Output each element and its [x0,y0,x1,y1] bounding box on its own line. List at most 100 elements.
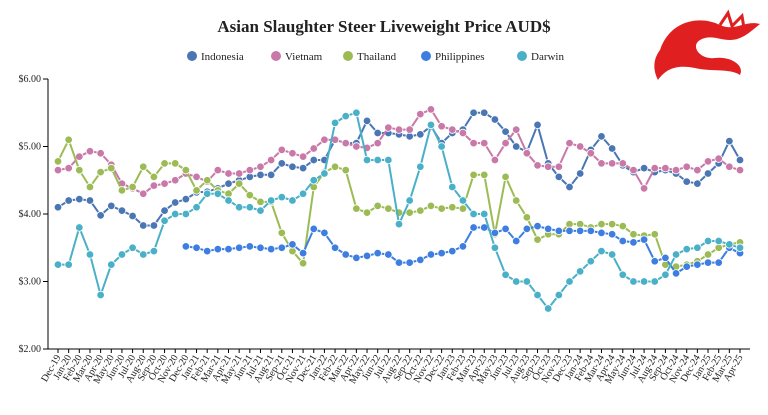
data-point [298,189,308,198]
data-point [160,159,169,168]
data-point [693,243,702,252]
data-point [64,135,73,144]
data-point [437,142,446,151]
data-point [149,246,159,256]
data-point [682,177,691,186]
series-line [57,108,741,195]
data-point [266,155,276,165]
data-point [373,248,382,258]
data-point [639,163,649,173]
data-point [512,196,521,205]
data-point [714,258,723,267]
data-point [416,255,425,265]
data-point [117,250,127,259]
data-point [224,244,233,254]
data-point [533,235,542,244]
data-point [490,115,500,124]
data-point [117,206,127,215]
data-point [320,169,329,178]
data-point [362,116,372,126]
data-point [53,165,63,175]
data-point [469,108,478,117]
data-point [341,250,350,259]
data-point [405,196,414,205]
data-point [586,149,596,158]
data-point [288,240,297,249]
data-point [298,259,308,268]
data-point [426,250,436,259]
data-point [639,277,649,286]
data-point [671,250,681,259]
data-point [533,290,542,300]
data-point [139,221,148,230]
data-point [426,201,436,211]
data-point [543,224,553,234]
data-point [522,149,532,158]
legend-label: Thailand [357,51,397,63]
data-point [192,243,201,252]
data-point [373,138,382,148]
data-point [512,142,521,151]
y-tick-label: $5.00 [19,142,42,153]
data-point [234,243,244,252]
data-point [650,257,659,266]
data-point [341,138,350,148]
data-point [277,243,286,252]
legend: Indonesia Vietnam Thailand Philippines Darwi… [187,51,564,63]
data-point [181,209,191,219]
data-point [703,258,713,267]
data-point [703,157,713,166]
data-point [661,163,670,173]
data-point [149,172,159,182]
data-point [469,209,478,219]
data-point [85,182,95,192]
data-point [448,203,457,212]
data-point [352,204,361,213]
data-point [160,206,169,215]
data-point [703,250,713,259]
data-point [245,190,255,200]
data-point [618,159,627,168]
data-point [458,128,468,138]
data-point [512,236,521,246]
data-point [554,226,564,236]
y-tick-label: $4.00 [19,209,42,220]
data-point [629,238,638,247]
data-point [437,248,446,258]
data-point [480,170,489,180]
data-point [469,138,478,148]
data-point [437,122,446,131]
data-point [693,179,702,188]
data-point [256,162,265,171]
data-point [256,197,265,207]
chart-title: Asian Slaughter Steer Liveweight Price A… [217,17,551,36]
data-point [330,162,340,171]
data-point [597,159,606,168]
data-point [384,123,393,132]
data-point [298,152,308,161]
data-point [128,211,137,221]
data-point [543,304,553,313]
data-point [266,244,276,254]
data-point [96,167,105,177]
data-point [661,270,670,279]
data-point [522,224,532,234]
data-point [394,258,404,267]
data-point [405,208,414,217]
data-point [53,203,63,212]
data-point [607,219,617,229]
data-point [480,108,489,117]
data-point [501,138,510,148]
data-point [171,209,180,219]
data-point [352,253,361,263]
legend-marker [517,51,527,61]
data-point [202,176,212,185]
data-point [490,243,500,252]
data-point [171,198,180,207]
data-point [362,155,372,165]
data-point [501,172,510,182]
data-point [384,250,393,259]
data-point [661,253,670,263]
data-point [277,228,286,238]
